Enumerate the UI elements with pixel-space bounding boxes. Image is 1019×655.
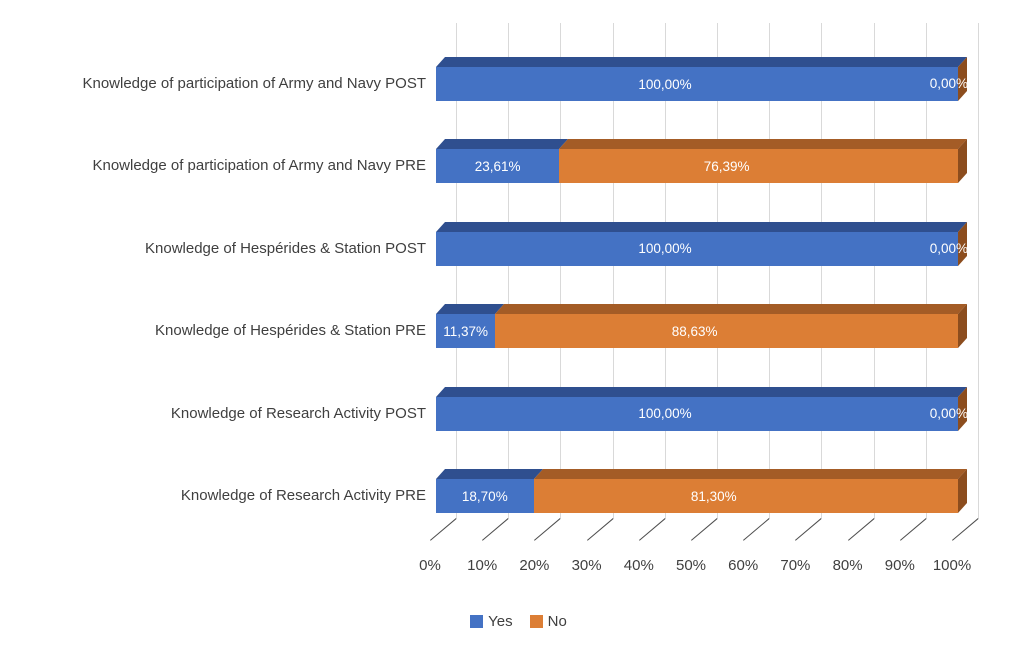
data-label: 76,39%	[703, 158, 750, 174]
data-label: 100,00%	[638, 76, 692, 92]
x-axis-label: 70%	[780, 557, 811, 574]
bar-top-face-no	[559, 139, 967, 150]
legend-item-no: No	[529, 613, 567, 630]
bar-top-face	[436, 469, 967, 479]
category-label: Knowledge of Hespérides & Station PRE	[155, 322, 426, 340]
axis-tick-icon	[847, 518, 875, 541]
data-label: 81,30%	[690, 488, 737, 504]
x-axis-label: 0%	[419, 557, 441, 574]
axis-tick-icon	[482, 518, 509, 541]
bar-side-face	[958, 469, 967, 513]
bar-segment-yes: 11,37%	[436, 314, 496, 349]
legend: Yes No	[9, 613, 1019, 630]
x-axis-label: 30%	[571, 557, 602, 574]
bar-row: 100,00% 0,00%	[436, 386, 968, 431]
axis-tick-icon	[430, 518, 457, 541]
gridline	[612, 23, 614, 518]
gridline	[978, 23, 979, 518]
bar-segment-no: 88,63%	[495, 314, 958, 349]
bar-front-face: 100,00%	[436, 231, 958, 266]
gridline	[925, 23, 927, 518]
gridline	[769, 23, 771, 518]
bar-front-face: 23,61% 76,39%	[436, 149, 958, 184]
bar-top-face-no	[495, 304, 967, 315]
bar-top-face-no	[533, 469, 967, 479]
x-axis-label: 80%	[832, 557, 863, 574]
bar-front-face: 100,00%	[436, 67, 958, 101]
data-label: 18,70%	[461, 488, 508, 504]
data-label: 100,00%	[638, 241, 692, 257]
gridline	[508, 23, 510, 518]
bar-top-face	[436, 221, 968, 232]
x-axis-label: 100%	[932, 557, 972, 574]
bar-front-face: 100,00%	[436, 396, 958, 431]
data-label-zero: 0,00%	[929, 76, 968, 91]
bar-segment-no: 81,30%	[533, 479, 958, 513]
legend-swatch-no-icon	[529, 615, 543, 628]
bar-side-face	[958, 304, 967, 349]
gridline	[821, 23, 823, 518]
gridline	[560, 23, 562, 518]
bar-top-face-yes	[436, 139, 569, 150]
axis-tick-icon	[586, 518, 614, 541]
data-label: 100,00%	[638, 406, 692, 422]
bar-top-face-yes	[436, 57, 968, 67]
category-label: Knowledge of participation of Army and N…	[92, 157, 426, 175]
x-axis-label: 60%	[728, 557, 759, 574]
data-label: 88,63%	[671, 323, 718, 339]
bar-row: 23,61% 76,39%	[436, 139, 967, 184]
x-axis-label: 90%	[884, 557, 915, 574]
bar-row: 11,37% 88,63%	[436, 304, 967, 349]
bar-segment-yes: 100,00%	[436, 67, 958, 101]
bar-side-face	[958, 139, 967, 184]
gridline	[456, 23, 457, 518]
bar-top-face	[436, 139, 967, 150]
x-axis-label: 10%	[467, 557, 498, 574]
bar-top-face-yes	[436, 386, 968, 397]
axis-tick-icon	[691, 518, 718, 541]
bar-segment-yes: 23,61%	[436, 149, 560, 184]
bar-segment-yes: 18,70%	[436, 479, 534, 513]
category-label: Knowledge of Research Activity POST	[170, 404, 426, 422]
bar-top-face	[436, 57, 968, 67]
gridline	[664, 23, 666, 518]
legend-label-no: No	[547, 613, 567, 630]
bar-top-face-yes	[436, 469, 543, 479]
bar-row: 100,00% 0,00%	[436, 57, 968, 101]
bar-top-face-yes	[436, 221, 968, 232]
axis-tick-icon	[534, 518, 562, 541]
gridline	[873, 23, 875, 518]
bar-segment-no: 76,39%	[559, 149, 958, 184]
bar-segment-yes: 100,00%	[436, 396, 958, 431]
x-axis-label: 50%	[675, 557, 707, 574]
axis-tick-icon	[743, 518, 770, 541]
axis-tick-icon	[795, 518, 823, 541]
legend-label-yes: Yes	[488, 613, 513, 630]
legend-swatch-yes-icon	[470, 615, 484, 628]
axis-tick-icon	[952, 518, 979, 541]
data-label: 11,37%	[443, 323, 489, 339]
bar-row: 18,70% 81,30%	[436, 469, 967, 513]
bar-top-face	[436, 386, 968, 397]
bar-front-face: 11,37% 88,63%	[436, 314, 958, 349]
category-label: Knowledge of Hespérides & Station POST	[145, 239, 426, 257]
data-label: 23,61%	[474, 158, 521, 174]
bar-row: 100,00% 0,00%	[436, 221, 968, 266]
gridline	[717, 23, 718, 518]
axis-tick-icon	[638, 518, 666, 541]
bar-segment-yes: 100,00%	[436, 231, 958, 266]
x-axis-label: 20%	[519, 557, 550, 574]
legend-item-yes: Yes	[470, 613, 513, 630]
axis-tick-icon	[899, 518, 927, 541]
data-label-zero: 0,00%	[929, 240, 968, 256]
bar-front-face: 18,70% 81,30%	[436, 479, 958, 513]
x-axis-label: 40%	[623, 557, 654, 574]
bar-top-face-yes	[436, 304, 505, 315]
bar-top-face	[436, 304, 967, 315]
data-label-zero: 0,00%	[929, 405, 968, 421]
category-label: Knowledge of Research Activity PRE	[180, 487, 426, 504]
category-label: Knowledge of participation of Army and N…	[82, 75, 426, 92]
